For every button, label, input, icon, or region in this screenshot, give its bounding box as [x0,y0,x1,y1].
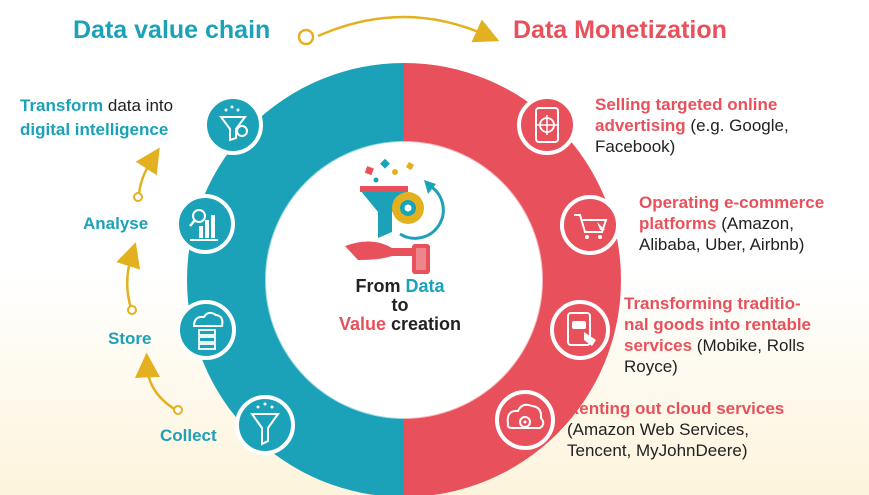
monetization-icon-advertising [517,95,577,155]
chain-arrow-analyse-transform [135,147,160,196]
center-data: Data [405,276,445,296]
title-connector-arrow [317,15,500,43]
monetization-label-ecommerce: Operating e-commerce platforms (Amazon, … [639,193,825,254]
chain-arrow-store-analyse [116,242,141,309]
chain-arrow-collect-store [134,352,177,412]
title-connector-dot [297,28,315,46]
chain-label-transform: Transform data into [20,96,174,115]
data-value-chain-title: Data value chain [73,16,271,44]
chain-icon-collect [235,395,295,455]
chain-label-transform-line2: digital intelligence [20,120,169,139]
monetization-icon-rentable [550,300,610,360]
center-caption: From Data to Value creation [300,277,500,334]
chain-arrow-dot [173,405,183,415]
center-disc [266,142,542,418]
center-value: Value [338,314,386,334]
monetization-icon-ecommerce [560,195,620,255]
chain-label-analyse: Analyse [83,214,149,233]
monetization-label-advertising: Selling targeted online advertising (e.g… [595,95,789,156]
chain-arrow-dot [133,192,143,202]
monetization-label-cloud: Renting out cloud services (Amazon Web S… [567,399,785,460]
chain-icon-store [176,300,236,360]
chain-label-store: Store [108,329,152,348]
monetization-icon-cloud [495,390,555,450]
center-creation: creation [391,314,462,334]
chain-label-collect: Collect [160,426,217,445]
center-illustration [345,158,445,274]
data-monetization-title: Data Monetization [513,16,727,44]
chain-icon-transform [203,95,263,155]
chain-arrow-dot [127,305,137,315]
center-to: to [391,295,409,315]
center-from: From [355,276,401,296]
chain-icon-analyse [175,194,235,254]
monetization-label-rentable: Transforming traditio- nal goods into re… [624,294,812,376]
